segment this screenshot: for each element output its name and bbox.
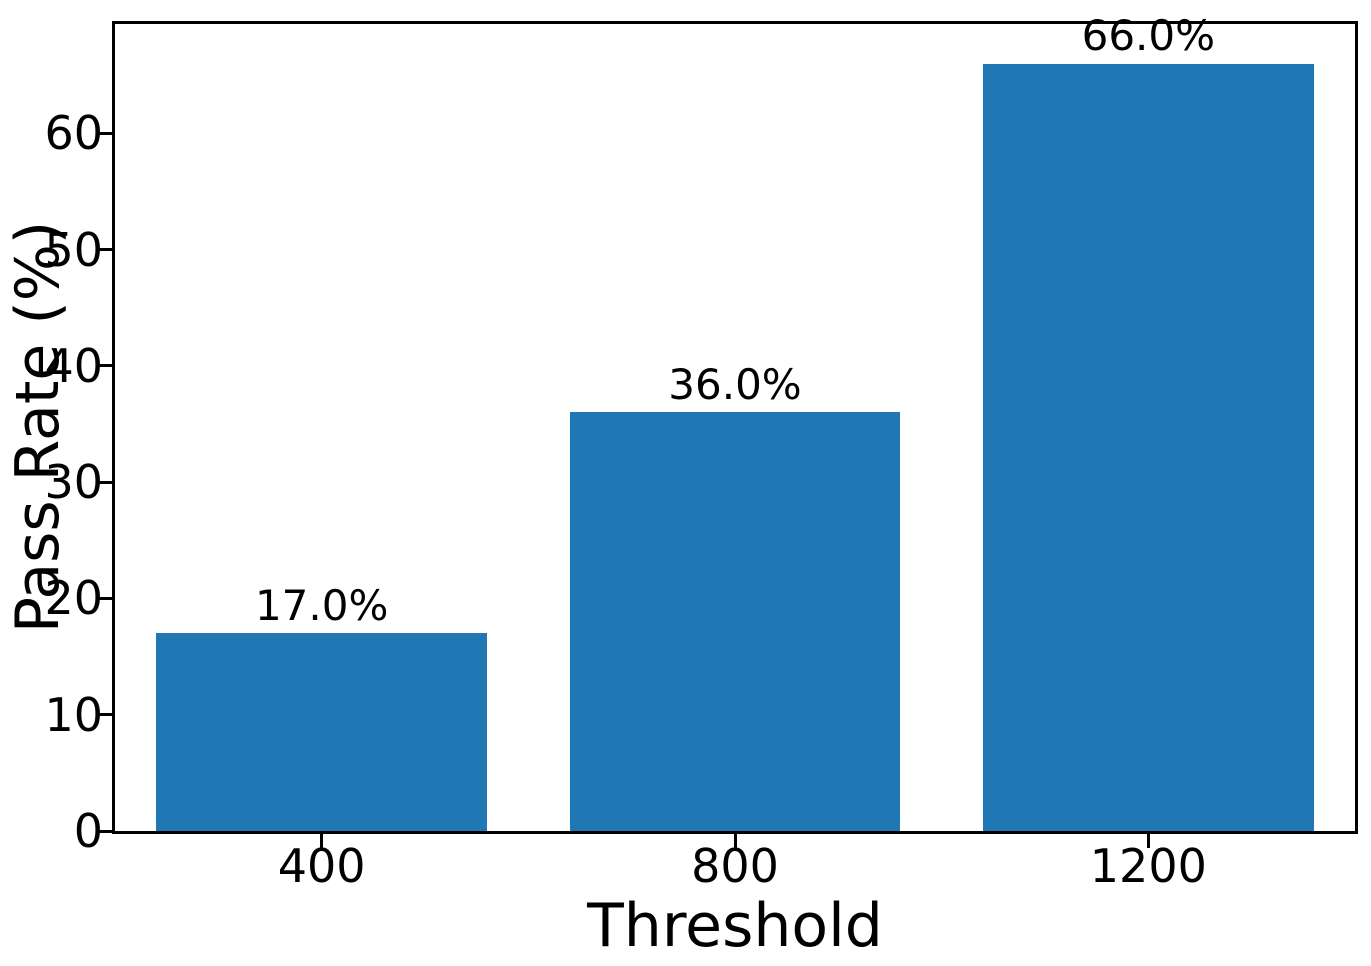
y-tick-label-0: 0: [73, 804, 103, 858]
y-tick-label-30: 30: [44, 455, 103, 510]
plot-area: 17.0% 36.0% 66.0%: [112, 13, 1358, 834]
x-tick-label-800: 800: [691, 839, 779, 893]
y-tick-mark: [98, 829, 112, 833]
y-tick-mark: [98, 131, 112, 135]
y-tick-mark: [98, 713, 112, 717]
bar-1200: [983, 63, 1314, 831]
y-tick-label-40: 40: [44, 338, 103, 393]
y-tick-label-20: 20: [44, 571, 103, 626]
y-tick-mark: [98, 248, 112, 252]
x-tick-mark: [733, 834, 737, 848]
x-tick-label-400: 400: [277, 839, 366, 893]
bar-800: [569, 412, 901, 831]
bar-value-label: 17.0%: [254, 581, 389, 631]
y-tick-mark: [98, 364, 112, 368]
x-tick-mark: [1146, 834, 1150, 848]
y-tick-mark: [98, 596, 112, 600]
y-tick-label-50: 50: [44, 222, 103, 277]
bar-value-label: 36.0%: [668, 360, 802, 410]
bar-400: [156, 633, 487, 831]
y-tick-label-10: 10: [44, 687, 103, 742]
x-axis-title: Threshold: [587, 891, 883, 961]
y-tick-mark: [98, 480, 112, 484]
x-tick-label-1200: 1200: [1089, 839, 1207, 893]
bar-value-label: 66.0%: [1081, 11, 1216, 61]
x-tick-mark: [320, 834, 324, 848]
y-tick-label-60: 60: [44, 106, 103, 161]
